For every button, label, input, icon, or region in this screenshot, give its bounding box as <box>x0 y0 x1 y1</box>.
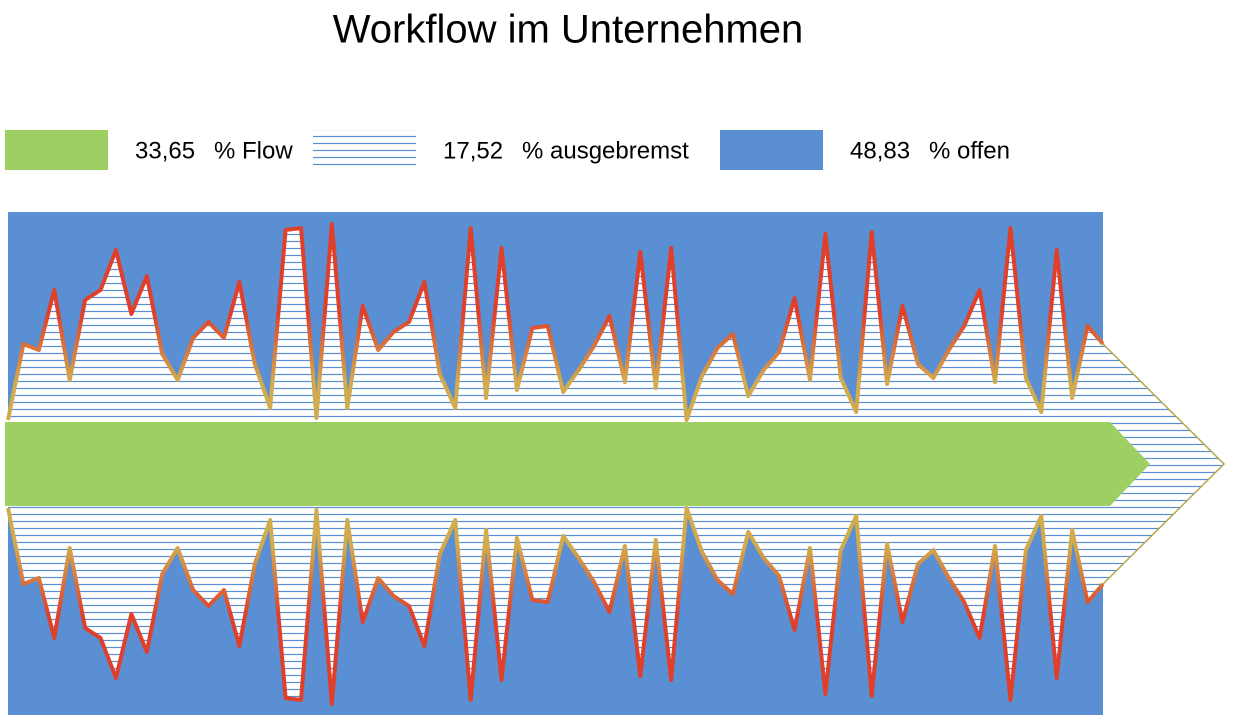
legend-label: % offen <box>929 137 1010 164</box>
legend-value: 17,52 <box>443 137 503 164</box>
legend-value: 33,65 <box>135 137 195 164</box>
legend: 33,65 % Flow 17,52 % ausgebremst 48,83 % offe… <box>5 130 1010 170</box>
legend-swatch <box>5 130 108 170</box>
legend-value: 48,83 <box>850 137 910 164</box>
profile-line-upper <box>6 222 1105 422</box>
legend-label: % Flow <box>214 137 293 164</box>
legend-swatch <box>313 130 416 170</box>
plot <box>5 212 1226 715</box>
flow-arrow <box>5 422 1150 506</box>
legend-label: % ausgebremst <box>522 137 689 164</box>
profile-line-lower <box>6 506 1105 706</box>
title: Workflow im Unternehmen <box>333 8 804 52</box>
legend-swatch <box>720 130 823 170</box>
arrow-edge <box>1102 343 1226 585</box>
